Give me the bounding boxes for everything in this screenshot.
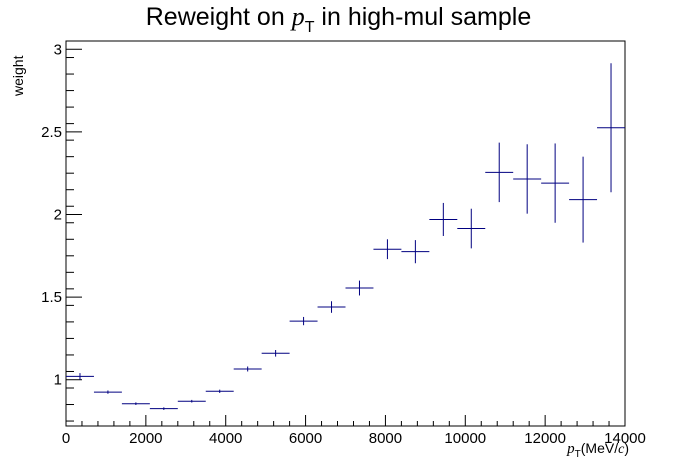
- y-tick-label: 2.5: [41, 124, 62, 141]
- title-prefix: Reweight on: [145, 3, 292, 31]
- xlabel-sub: T: [574, 449, 581, 460]
- x-axis-label: pT(MeV/c): [567, 440, 629, 460]
- title-sub: T: [304, 19, 315, 36]
- data-point: [485, 142, 514, 203]
- data-point: [317, 301, 346, 313]
- title-suffix: in high-mul sample: [314, 3, 532, 31]
- data-point: [597, 63, 625, 193]
- data-point: [401, 240, 430, 264]
- data-point: [205, 389, 234, 393]
- y-tick-label: 1.5: [41, 289, 62, 306]
- x-tick-label: 0: [62, 430, 70, 447]
- xlabel-close: ): [624, 440, 629, 456]
- title-var: p: [291, 2, 305, 31]
- plot-frame: [65, 40, 626, 427]
- xlabel-var: p: [567, 441, 575, 457]
- chart-title: Reweight on pT in high-mul sample: [0, 2, 677, 36]
- axes: 0 2000 4000 6000 8000 10000 12000 14000 1 1.5 2 2.5…: [41, 40, 646, 447]
- data-point: [429, 202, 458, 236]
- data-point: [121, 402, 150, 406]
- data-marks: [66, 63, 625, 410]
- y-tick-label: 1: [54, 372, 62, 389]
- data-point: [177, 399, 206, 403]
- data-point: [93, 390, 122, 394]
- data-point: [149, 407, 178, 410]
- data-point: [513, 144, 542, 214]
- data-point: [345, 280, 374, 296]
- x-tick-label: 4000: [209, 430, 242, 447]
- x-tick-label: 14000: [604, 430, 646, 447]
- x-tick-label: 6000: [289, 430, 322, 447]
- xlabel-c: c: [618, 442, 625, 457]
- data-point: [373, 239, 402, 260]
- data-point: [261, 349, 290, 357]
- y-tick-label: 3: [54, 41, 62, 58]
- y-tick-label: 2: [54, 206, 62, 223]
- xlabel-open: (MeV/: [580, 440, 619, 456]
- data-point: [569, 156, 598, 243]
- data-point: [233, 366, 262, 372]
- x-tick-label: 10000: [444, 430, 486, 447]
- data-point: [289, 316, 318, 326]
- x-tick-label: 2000: [129, 430, 162, 447]
- x-tick-label: 8000: [369, 430, 402, 447]
- data-point: [66, 373, 94, 380]
- data-point: [457, 208, 486, 249]
- x-tick-label: 12000: [524, 430, 566, 447]
- data-point: [541, 143, 570, 223]
